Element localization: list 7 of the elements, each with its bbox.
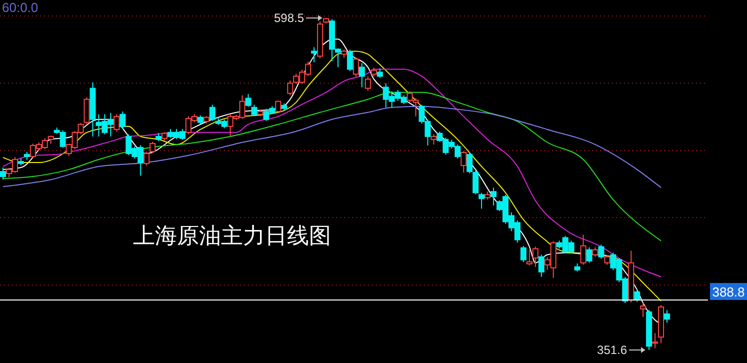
candlestick (90, 82, 96, 137)
candlestick (652, 332, 658, 349)
ref-line-label: 388.8 (712, 284, 745, 300)
annotation: 351.6 (597, 343, 628, 357)
text: 上海原油主力日线图 (133, 223, 331, 248)
annotation: 598.5 (274, 11, 304, 25)
text: 60:0.0 (2, 0, 38, 15)
